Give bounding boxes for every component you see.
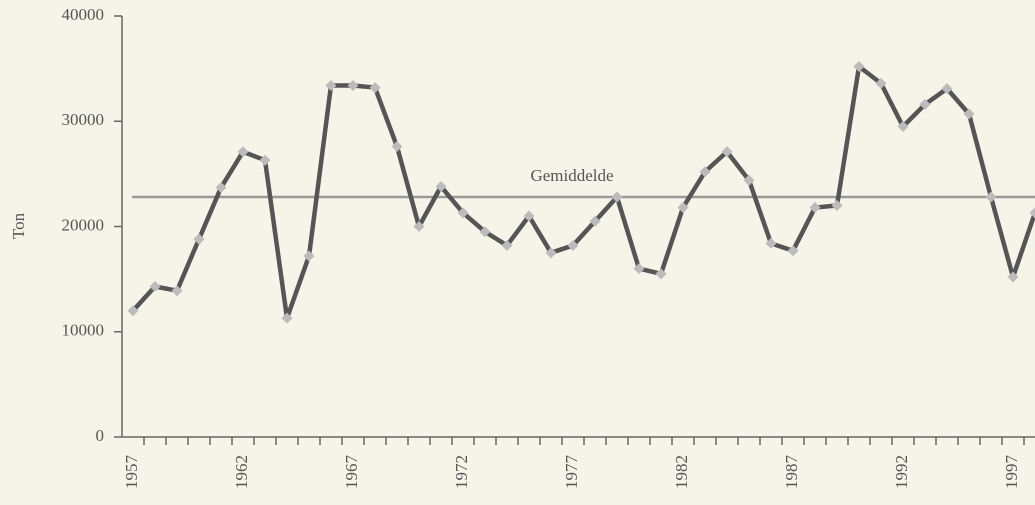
data-point <box>479 226 491 238</box>
data-point <box>127 305 139 317</box>
data-point <box>545 247 557 259</box>
data-point <box>325 79 337 91</box>
x-tick-label: 1997 <box>1002 455 1021 490</box>
data-point <box>501 239 513 251</box>
data-point <box>567 239 579 251</box>
data-point <box>809 202 821 214</box>
x-tick-label: 1967 <box>342 455 361 490</box>
y-axis-label: Ton <box>9 212 28 239</box>
y-tick-label: 30000 <box>62 110 105 129</box>
data-point <box>457 207 469 219</box>
data-point <box>281 312 293 324</box>
x-tick-label: 1987 <box>782 455 801 490</box>
x-tick-label: 1962 <box>232 455 251 489</box>
y-tick-label: 10000 <box>62 321 105 340</box>
data-point <box>897 121 909 133</box>
data-point <box>875 77 887 89</box>
data-point <box>1029 207 1035 219</box>
x-tick-label: 1957 <box>122 455 141 490</box>
data-point <box>721 146 733 158</box>
data-point <box>215 182 227 194</box>
data-point <box>699 166 711 178</box>
data-point <box>369 82 381 94</box>
data-point <box>985 191 997 203</box>
data-point <box>677 202 689 214</box>
data-point <box>193 233 205 245</box>
data-point <box>1007 271 1019 283</box>
y-tick-label: 20000 <box>62 215 105 234</box>
data-point <box>171 285 183 297</box>
mean-label: Gemiddelde <box>530 166 613 185</box>
data-point <box>963 108 975 120</box>
data-line <box>131 64 1035 321</box>
data-point <box>633 263 645 275</box>
data-point <box>743 174 755 186</box>
data-point <box>149 280 161 292</box>
data-point <box>919 98 931 110</box>
data-point <box>347 79 359 91</box>
data-point <box>413 221 425 232</box>
data-point <box>259 154 271 166</box>
y-tick-label: 0 <box>96 426 105 445</box>
data-point <box>303 250 315 262</box>
data-point <box>941 83 953 95</box>
x-tick-label: 1972 <box>452 455 471 489</box>
data-point <box>435 181 447 193</box>
y-tick-label: 40000 <box>62 5 105 24</box>
data-point <box>237 146 249 158</box>
data-point <box>655 268 667 280</box>
data-point <box>765 237 777 249</box>
data-point <box>831 199 843 211</box>
x-tick-label: 1982 <box>672 455 691 489</box>
data-point <box>523 210 535 222</box>
x-tick-label: 1992 <box>892 455 911 489</box>
data-point <box>391 141 403 153</box>
data-point <box>589 215 601 227</box>
data-point <box>853 61 865 73</box>
x-tick-label: 1977 <box>562 455 581 490</box>
data-point <box>787 245 799 257</box>
data-point <box>611 191 623 203</box>
